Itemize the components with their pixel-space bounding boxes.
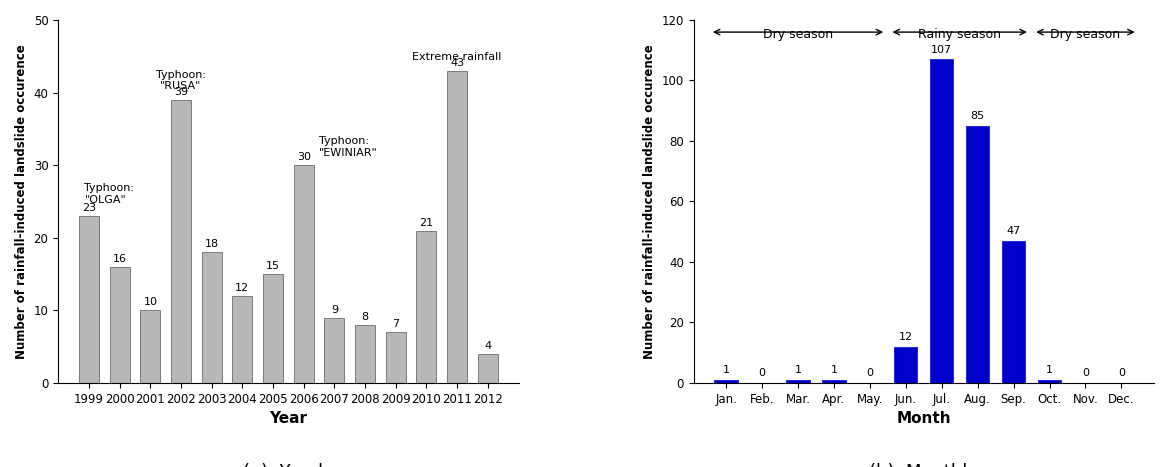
Text: 1: 1 (1046, 365, 1053, 375)
Bar (1038, 380, 1061, 383)
Bar (171, 100, 191, 383)
Text: 0: 0 (759, 368, 766, 378)
Bar (1002, 241, 1025, 383)
Text: 47: 47 (1007, 226, 1021, 236)
Bar (787, 380, 810, 383)
Text: 1: 1 (830, 365, 837, 375)
Text: 12: 12 (899, 332, 913, 342)
Bar (416, 231, 436, 383)
Text: 21: 21 (420, 218, 434, 227)
Bar (386, 332, 406, 383)
Text: 0: 0 (1082, 368, 1090, 378)
Text: 85: 85 (970, 111, 984, 121)
Y-axis label: Number of rainfall-induced landslide occurence: Number of rainfall-induced landslide occ… (15, 44, 28, 359)
Bar (263, 274, 283, 383)
Bar (355, 325, 375, 383)
Text: (b)  Monthly: (b) Monthly (870, 463, 978, 467)
Text: 10: 10 (144, 297, 158, 307)
X-axis label: Month: Month (897, 411, 952, 426)
Text: 0: 0 (866, 368, 873, 378)
Text: Rainy season: Rainy season (918, 28, 1001, 41)
Bar (202, 252, 222, 383)
Text: 1: 1 (722, 365, 729, 375)
Bar (822, 380, 845, 383)
Text: Typhoon:
"RUSA": Typhoon: "RUSA" (155, 70, 206, 91)
Bar (325, 318, 345, 383)
Text: 18: 18 (205, 240, 219, 249)
Text: Typhoon:
"EWINIAR": Typhoon: "EWINIAR" (319, 136, 378, 158)
Text: 15: 15 (267, 261, 281, 271)
Text: 39: 39 (174, 87, 188, 97)
Text: 8: 8 (361, 312, 368, 322)
Text: (a)  Yearly: (a) Yearly (243, 463, 333, 467)
Bar (478, 354, 498, 383)
Text: 16: 16 (112, 254, 126, 264)
Text: 0: 0 (1118, 368, 1125, 378)
Text: 107: 107 (932, 45, 953, 55)
Bar (966, 126, 989, 383)
Bar (894, 347, 918, 383)
Text: 4: 4 (484, 341, 491, 351)
Bar (79, 216, 99, 383)
Text: 1: 1 (795, 365, 802, 375)
Y-axis label: Number of rainfall-induced landslide occurence: Number of rainfall-induced landslide occ… (643, 44, 656, 359)
Text: 12: 12 (235, 283, 249, 293)
Bar (931, 59, 954, 383)
Bar (233, 296, 253, 383)
Text: 43: 43 (450, 58, 464, 68)
Text: 9: 9 (331, 304, 338, 315)
Text: 7: 7 (392, 319, 400, 329)
X-axis label: Year: Year (269, 411, 307, 426)
Bar (447, 71, 466, 383)
Bar (140, 311, 160, 383)
Text: Extreme rainfall: Extreme rainfall (413, 52, 502, 62)
Text: Dry season: Dry season (763, 28, 833, 41)
Text: 30: 30 (297, 152, 311, 162)
Text: Dry season: Dry season (1051, 28, 1121, 41)
Bar (293, 165, 313, 383)
Bar (714, 380, 738, 383)
Text: Typhoon:
"OLGA": Typhoon: "OLGA" (84, 184, 134, 205)
Bar (110, 267, 130, 383)
Text: 23: 23 (82, 203, 96, 213)
